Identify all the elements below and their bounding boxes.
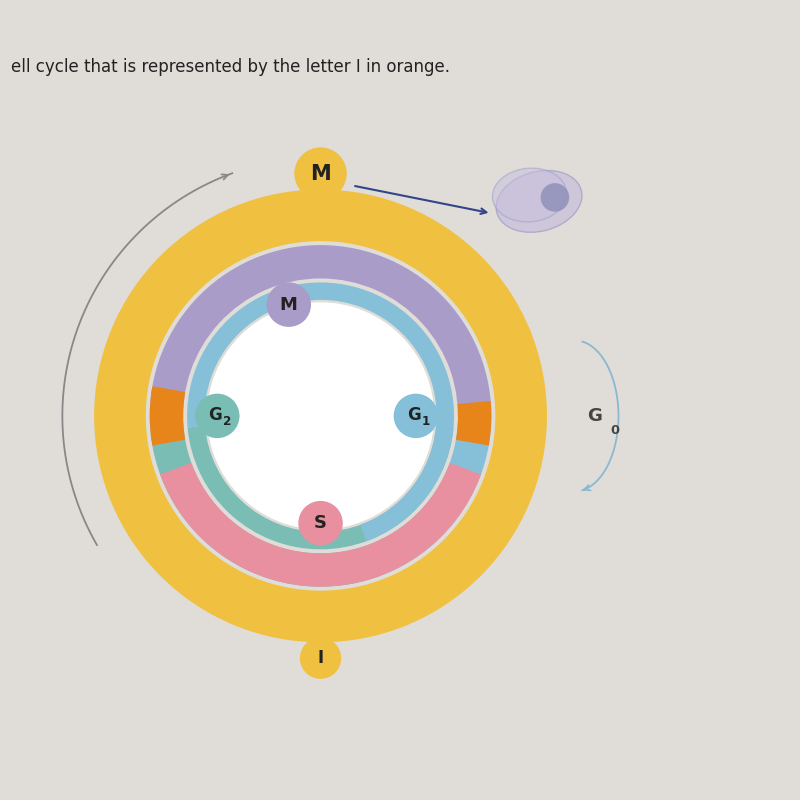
Text: G: G xyxy=(208,406,222,424)
Ellipse shape xyxy=(493,168,566,222)
Circle shape xyxy=(298,501,343,546)
Text: G: G xyxy=(406,406,421,424)
Wedge shape xyxy=(187,426,454,550)
Circle shape xyxy=(300,638,342,679)
Text: 1: 1 xyxy=(422,415,430,428)
Wedge shape xyxy=(187,282,454,542)
Ellipse shape xyxy=(496,170,582,232)
Wedge shape xyxy=(160,463,481,586)
Wedge shape xyxy=(150,428,379,586)
Circle shape xyxy=(541,183,570,212)
Circle shape xyxy=(195,394,239,438)
Wedge shape xyxy=(150,386,186,446)
Text: S: S xyxy=(314,514,327,532)
Text: G: G xyxy=(586,407,602,425)
Circle shape xyxy=(207,302,434,530)
Text: M: M xyxy=(280,296,298,314)
Wedge shape xyxy=(150,245,491,430)
Text: 2: 2 xyxy=(223,415,231,428)
Circle shape xyxy=(294,147,346,200)
Wedge shape xyxy=(94,190,547,642)
Circle shape xyxy=(394,394,438,438)
Text: I: I xyxy=(318,649,324,667)
Text: ell cycle that is represented by the letter I in orange.: ell cycle that is represented by the let… xyxy=(10,58,450,76)
Text: 0: 0 xyxy=(610,424,619,437)
Wedge shape xyxy=(456,401,491,446)
Text: M: M xyxy=(310,163,331,183)
Circle shape xyxy=(266,282,311,327)
Wedge shape xyxy=(367,428,490,576)
